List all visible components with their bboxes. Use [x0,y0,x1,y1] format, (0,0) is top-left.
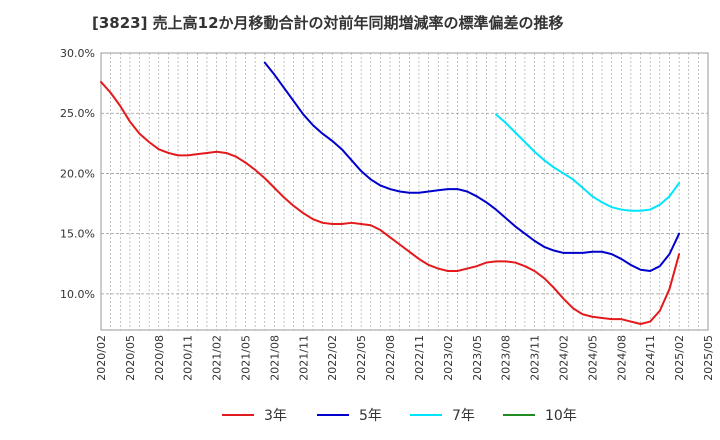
x-tick-label: 2020/05 [124,335,137,381]
legend-swatch [503,414,535,416]
x-tick-label: 2020/02 [95,335,108,381]
x-tick-label: 2023/02 [442,335,455,381]
x-tick-label: 2024/02 [557,335,570,381]
x-tick-label: 2021/08 [268,335,281,381]
y-tick-label: 30.0% [60,47,95,60]
x-tick-label: 2023/11 [529,335,542,381]
x-tick-label: 2022/08 [384,335,397,381]
x-tick-label: 2021/11 [297,335,310,381]
y-tick-label: 10.0% [60,288,95,301]
series-line-2 [495,113,681,212]
x-tick-label: 2023/05 [471,335,484,381]
x-tick-label: 2024/05 [586,335,599,381]
legend-swatch [222,414,254,416]
grid-lines [101,53,708,330]
legend: 3年 5年 7年 10年 [0,403,720,427]
legend-item: 5年 [317,403,382,427]
x-axis-ticks: 2020/02 2020/05 2020/08 2020/11 2021/02 2021/… [95,335,715,381]
x-tick-label: 2021/05 [240,335,253,381]
x-tick-label: 2025/05 [702,335,715,381]
x-tick-label: 2024/08 [615,335,628,381]
legend-label: 3年 [264,408,287,424]
x-tick-label: 2022/11 [413,335,426,381]
y-axis-ticks: 10.0% 15.0% 20.0% 25.0% 30.0% [60,47,95,301]
y-tick-label: 25.0% [60,107,95,120]
x-tick-label: 2022/02 [326,335,339,381]
series-line-1 [263,61,681,272]
x-tick-label: 2020/11 [182,335,195,381]
y-tick-label: 20.0% [60,167,95,180]
chart-title: [3823] 売上高12か月移動合計の対前年同期増減率の標準偏差の推移 [92,14,564,32]
line-chart: 10.0% 15.0% 20.0% 25.0% 30.0% 2020/02 2020/05… [60,47,715,381]
x-tick-label: 2023/08 [500,335,513,381]
legend-label: 5年 [359,408,382,424]
series-line-0 [100,80,681,325]
legend-swatch [410,414,442,416]
legend-item: 10年 [503,403,577,427]
x-tick-label: 2021/02 [211,335,224,381]
legend-label: 7年 [452,408,475,424]
legend-label: 10年 [545,408,577,424]
x-tick-label: 2025/02 [673,335,686,381]
x-tick-label: 2022/05 [355,335,368,381]
legend-item: 7年 [410,403,475,427]
x-tick-label: 2020/08 [153,335,166,381]
x-tick-label: 2024/11 [644,335,657,381]
legend-swatch [317,414,349,416]
y-tick-label: 15.0% [60,228,95,241]
legend-item: 3年 [222,403,287,427]
series-lines [100,61,681,325]
